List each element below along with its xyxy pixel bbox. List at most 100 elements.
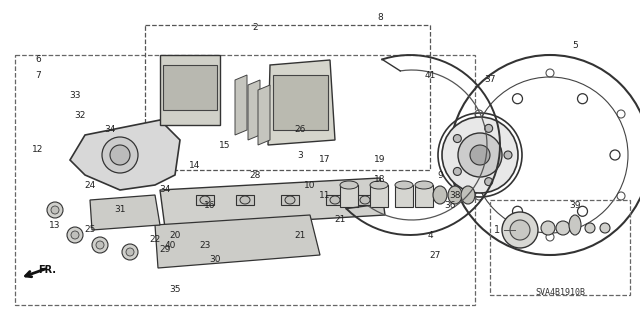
Text: FR.: FR. — [38, 265, 56, 275]
Ellipse shape — [395, 181, 413, 189]
Text: 21: 21 — [334, 216, 346, 225]
Bar — [340, 185, 358, 207]
Ellipse shape — [330, 196, 340, 204]
Circle shape — [510, 220, 530, 240]
Text: 16: 16 — [204, 201, 216, 210]
Ellipse shape — [370, 181, 388, 189]
Polygon shape — [258, 85, 270, 145]
Text: 34: 34 — [159, 186, 171, 195]
Text: 1: 1 — [494, 225, 500, 235]
Circle shape — [92, 237, 108, 253]
Polygon shape — [70, 120, 180, 190]
Text: 12: 12 — [32, 145, 44, 154]
Text: 40: 40 — [164, 241, 176, 249]
Text: 22: 22 — [149, 235, 161, 244]
Text: 39: 39 — [569, 201, 580, 210]
Bar — [490, 200, 630, 295]
Bar — [415, 185, 433, 207]
Bar — [15, 55, 475, 305]
Text: 34: 34 — [104, 125, 116, 135]
Text: 38: 38 — [449, 190, 461, 199]
Circle shape — [453, 135, 461, 143]
Ellipse shape — [569, 215, 581, 235]
Ellipse shape — [433, 186, 447, 204]
Text: 29: 29 — [159, 246, 171, 255]
Text: 37: 37 — [484, 76, 496, 85]
Ellipse shape — [448, 186, 462, 204]
Text: 24: 24 — [84, 181, 95, 189]
Bar — [395, 185, 413, 207]
Text: 8: 8 — [377, 13, 383, 23]
Bar — [281, 195, 299, 205]
Text: 7: 7 — [35, 70, 41, 79]
Ellipse shape — [285, 196, 295, 204]
Circle shape — [600, 223, 610, 233]
Ellipse shape — [340, 181, 358, 189]
Text: 36: 36 — [444, 201, 456, 210]
Bar — [196, 195, 214, 205]
Circle shape — [484, 124, 493, 132]
Text: 17: 17 — [319, 155, 331, 165]
Text: 28: 28 — [250, 170, 260, 180]
Circle shape — [504, 151, 512, 159]
Polygon shape — [268, 60, 335, 145]
Ellipse shape — [461, 186, 475, 204]
Bar — [236, 195, 254, 205]
Polygon shape — [235, 75, 247, 135]
Circle shape — [126, 248, 134, 256]
Circle shape — [541, 221, 555, 235]
Text: 41: 41 — [424, 70, 436, 79]
Text: 3: 3 — [297, 151, 303, 160]
Text: 5: 5 — [572, 41, 578, 49]
Text: 15: 15 — [220, 140, 231, 150]
Text: 33: 33 — [69, 91, 81, 100]
Text: 23: 23 — [199, 241, 211, 249]
Ellipse shape — [415, 181, 433, 189]
Circle shape — [51, 206, 59, 214]
Circle shape — [502, 212, 538, 248]
Circle shape — [110, 145, 130, 165]
Bar — [356, 195, 374, 205]
Text: SVA4B1910B: SVA4B1910B — [535, 288, 585, 297]
Circle shape — [453, 167, 461, 175]
Text: 31: 31 — [115, 205, 125, 214]
Polygon shape — [160, 178, 385, 228]
Polygon shape — [155, 215, 320, 268]
Circle shape — [67, 227, 83, 243]
Circle shape — [484, 178, 493, 186]
Text: 35: 35 — [169, 286, 180, 294]
Text: 32: 32 — [74, 110, 86, 120]
Text: 2: 2 — [252, 24, 258, 33]
Text: 26: 26 — [294, 125, 306, 135]
Text: 18: 18 — [374, 175, 386, 184]
Bar — [370, 185, 388, 207]
Text: 30: 30 — [209, 256, 221, 264]
Bar — [273, 75, 328, 130]
Ellipse shape — [240, 196, 250, 204]
Text: 20: 20 — [170, 231, 180, 240]
Circle shape — [96, 241, 104, 249]
Text: 14: 14 — [189, 160, 201, 169]
Text: 4: 4 — [427, 231, 433, 240]
Text: 11: 11 — [319, 190, 331, 199]
Polygon shape — [90, 195, 160, 230]
Circle shape — [470, 145, 490, 165]
Text: 13: 13 — [49, 220, 61, 229]
Circle shape — [102, 137, 138, 173]
Ellipse shape — [200, 196, 210, 204]
Text: 9: 9 — [437, 170, 443, 180]
Circle shape — [556, 221, 570, 235]
Text: 27: 27 — [429, 250, 441, 259]
Text: 25: 25 — [84, 226, 96, 234]
Circle shape — [122, 244, 138, 260]
Text: 19: 19 — [374, 155, 386, 165]
Text: 10: 10 — [304, 181, 316, 189]
Text: 21: 21 — [294, 231, 306, 240]
Circle shape — [458, 133, 502, 177]
Circle shape — [585, 223, 595, 233]
Circle shape — [71, 231, 79, 239]
Polygon shape — [248, 80, 260, 140]
Bar — [163, 65, 217, 110]
Circle shape — [442, 117, 518, 193]
Text: 6: 6 — [35, 56, 41, 64]
